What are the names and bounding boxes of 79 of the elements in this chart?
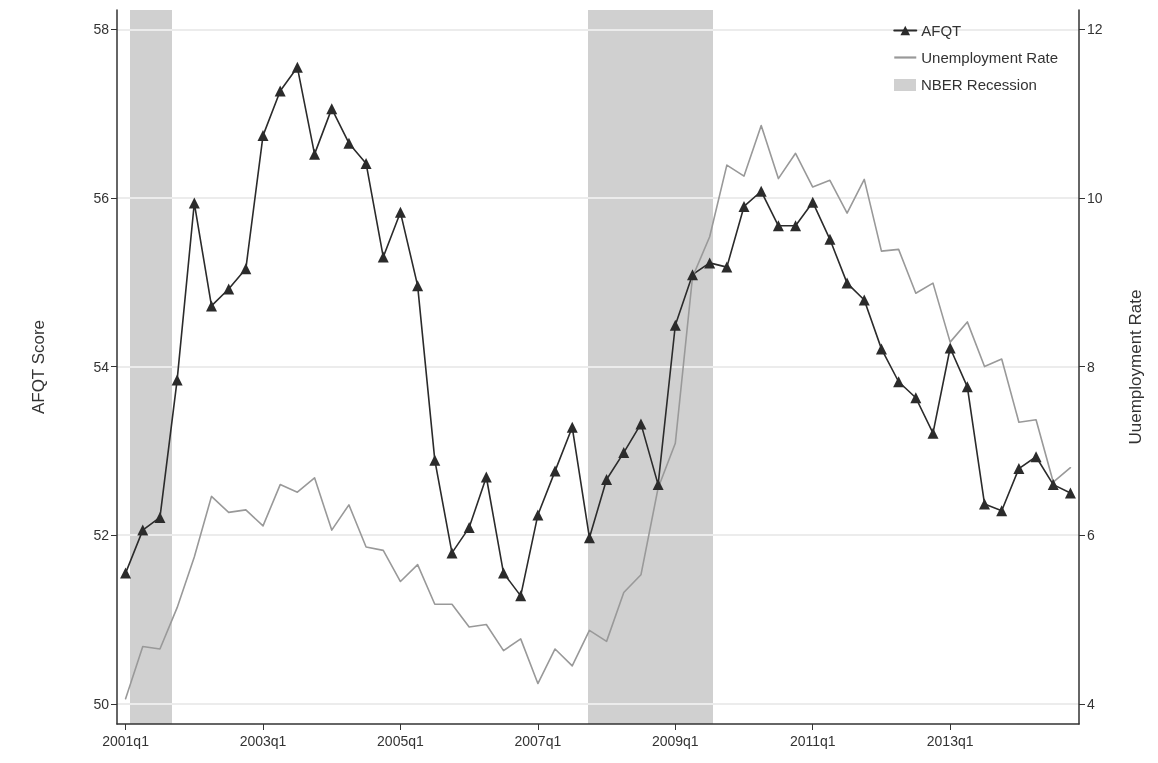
- point: [618, 447, 630, 459]
- point: [704, 257, 716, 269]
- point: [583, 532, 595, 544]
- y2-tick-label: 6: [1087, 527, 1095, 544]
- point: [1013, 463, 1025, 475]
- point: [875, 343, 887, 355]
- line-series: [124, 124, 1072, 700]
- y-axis-title: AFQT Score: [29, 319, 48, 415]
- point: [601, 474, 613, 486]
- point: [566, 421, 578, 433]
- legend-label: Unemployment Rate: [921, 49, 1059, 66]
- legend-label: AFQT: [921, 22, 962, 39]
- point: [412, 280, 424, 292]
- point: [824, 233, 836, 245]
- point: [669, 319, 681, 331]
- point: [755, 185, 767, 197]
- x-tick-label: 2013q1: [926, 733, 974, 749]
- point: [721, 261, 733, 273]
- point: [652, 479, 664, 491]
- point: [137, 524, 149, 536]
- point: [240, 263, 252, 275]
- point: [515, 590, 527, 602]
- point: [446, 547, 458, 559]
- point: [807, 196, 819, 208]
- point: [961, 381, 973, 393]
- x-tick-label: 2001q1: [102, 733, 150, 749]
- point: [274, 85, 286, 97]
- point: [326, 103, 338, 115]
- point: [549, 465, 561, 477]
- point: [154, 511, 166, 523]
- point: [223, 283, 235, 295]
- point: [893, 376, 905, 388]
- y-tick-label: 50: [93, 695, 110, 712]
- x-tick-label: 2011q1: [789, 733, 836, 749]
- point: [429, 454, 441, 466]
- y-tick-label: 54: [93, 358, 110, 375]
- point: [635, 418, 647, 430]
- y2-tick-label: 4: [1087, 695, 1095, 712]
- y-tick-label: 58: [93, 21, 110, 38]
- point: [858, 294, 870, 306]
- y2-axis-title: Uuemployment Rate: [1126, 289, 1145, 445]
- point: [377, 251, 389, 263]
- point: [790, 220, 802, 232]
- point: [291, 61, 303, 73]
- x-tick-label: 2007q1: [514, 733, 562, 749]
- point: [257, 130, 269, 142]
- y-tick-label: 56: [93, 189, 110, 206]
- point: [480, 471, 492, 483]
- point: [120, 567, 132, 579]
- point: [772, 220, 784, 232]
- point: [841, 277, 853, 289]
- point: [910, 392, 922, 404]
- point: [738, 200, 750, 212]
- point: [686, 269, 698, 281]
- point: [188, 197, 200, 209]
- y2-tick-label: 12: [1087, 21, 1103, 38]
- point: [1047, 479, 1059, 491]
- point: [498, 567, 510, 579]
- x-tick-label: 2005q1: [377, 733, 425, 749]
- point: [532, 509, 544, 521]
- point: [944, 342, 956, 354]
- point: [927, 427, 939, 439]
- x-tick-label: 2003q1: [239, 733, 287, 749]
- point: [1064, 487, 1076, 499]
- point: [343, 137, 355, 149]
- point: [309, 148, 321, 160]
- annotation: NBER Recession: [921, 76, 1037, 93]
- y2-tick-label: 10: [1087, 189, 1103, 206]
- point: [205, 300, 217, 312]
- y2-tick-label: 8: [1087, 358, 1095, 375]
- point: [1030, 451, 1042, 463]
- y-tick-label: 52: [93, 527, 110, 544]
- point: [463, 522, 475, 534]
- point: [979, 498, 991, 510]
- point: [394, 206, 406, 218]
- point: [996, 505, 1008, 517]
- point: [360, 157, 372, 169]
- point: [171, 374, 183, 386]
- x-tick-label: 2009q1: [651, 733, 699, 749]
